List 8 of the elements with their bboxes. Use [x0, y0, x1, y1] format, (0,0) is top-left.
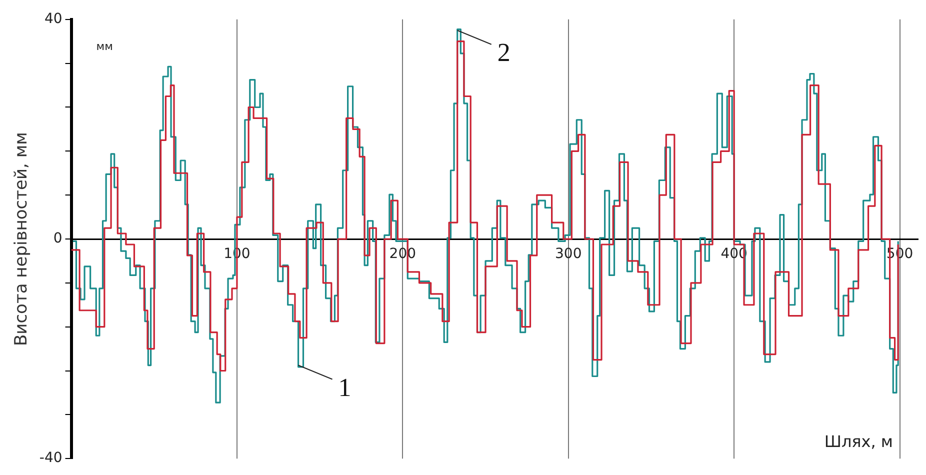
- y-tick-label: 0: [53, 230, 62, 247]
- y-tick-label: 40: [44, 11, 62, 28]
- y-tick-label: -40: [39, 450, 62, 466]
- annotation: мм: [96, 40, 113, 53]
- y-axis-title: Висота нерівностей, мм: [12, 132, 32, 346]
- annotation: 1: [338, 373, 352, 402]
- x-axis-title: Шлях, м: [824, 432, 893, 451]
- annotation: 2: [497, 38, 510, 68]
